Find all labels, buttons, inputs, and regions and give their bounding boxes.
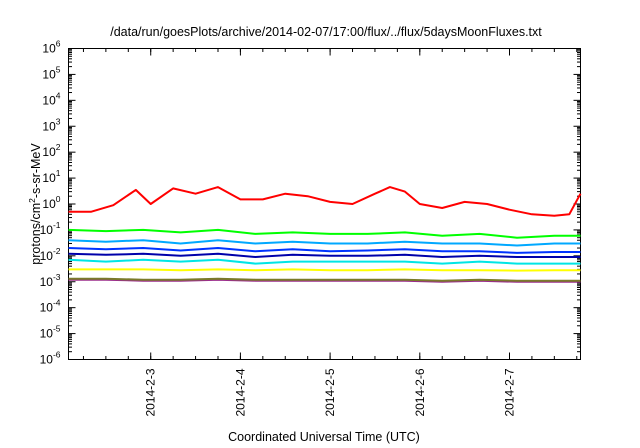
y-tick-base: 10: [42, 119, 56, 133]
y-tick-label: 106: [42, 39, 60, 56]
y-tick-base: 10: [40, 249, 54, 263]
series-line: [68, 239, 581, 247]
x-tick-label: 2014-2-3: [144, 368, 158, 416]
series-line: [68, 268, 581, 272]
y-tick-base: 10: [40, 327, 54, 341]
y-tick-exponent: 2: [56, 142, 61, 152]
y-tick-exponent: -3: [53, 272, 61, 282]
y-tick-label: 102: [42, 142, 60, 159]
y-tick-label: 105: [42, 64, 60, 81]
y-axis-label-prefix: protons/cm: [29, 203, 43, 265]
y-axis-label-suffix: -s-sr-MeV: [29, 143, 43, 199]
y-tick-base: 10: [40, 301, 54, 315]
y-tick-label: 103: [42, 116, 60, 133]
series-line: [68, 252, 581, 258]
x-tick-label: 2014-2-7: [502, 368, 516, 416]
y-tick-base: 10: [40, 275, 54, 289]
y-tick-label: 10-2: [40, 246, 61, 263]
y-tick-label: 10-3: [40, 272, 61, 289]
y-tick-base: 10: [42, 145, 56, 159]
y-tick-base: 10: [42, 197, 56, 211]
y-tick-label: 10-4: [40, 298, 61, 315]
x-axis: 2014-2-3 2014-2-4 2014-2-5 2014-2-6 2014-2-7: [82, 48, 578, 417]
plot-frame: [68, 48, 581, 360]
chart-title: /data/run/goesPlots/archive/2014-02-07/1…: [110, 25, 542, 39]
y-tick-exponent: 0: [56, 194, 61, 204]
y-tick-exponent: -2: [53, 246, 61, 256]
x-axis-label: Coordinated Universal Time (UTC): [228, 430, 420, 444]
series-line: [68, 186, 582, 217]
y-tick-exponent: 4: [56, 90, 61, 100]
series-line: [68, 277, 581, 282]
y-tick-base: 10: [42, 42, 56, 56]
y-tick-label: 104: [42, 90, 60, 107]
series-line: [68, 228, 581, 239]
y-tick-exponent: -4: [53, 298, 61, 308]
y-tick-label: 10-6: [40, 350, 61, 367]
y-tick-base: 10: [42, 67, 56, 81]
y-axis: 10-610-510-410-310-210-11001011021031041…: [40, 39, 581, 367]
x-tick-label: 2014-2-5: [323, 368, 337, 416]
y-tick-exponent: 6: [56, 39, 61, 49]
series-line: [68, 247, 581, 254]
x-tick-label: 2014-2-4: [233, 368, 247, 416]
y-tick-label: 10-1: [40, 220, 61, 237]
y-tick-base: 10: [42, 93, 56, 107]
series-group: [68, 186, 582, 283]
x-tick-label: 2014-2-6: [413, 368, 427, 416]
y-tick-exponent: -1: [53, 220, 61, 230]
y-axis-label-sup: 2: [27, 198, 37, 203]
y-tick-label: 100: [42, 194, 60, 211]
y-tick-exponent: 1: [56, 168, 61, 178]
y-axis-label: protons/cm2-s-sr-MeV: [27, 143, 43, 265]
y-tick-base: 10: [40, 223, 54, 237]
y-tick-exponent: -6: [53, 350, 61, 360]
y-tick-base: 10: [42, 171, 56, 185]
y-tick-label: 101: [42, 168, 60, 185]
series-line: [68, 258, 581, 265]
y-tick-exponent: 3: [56, 116, 61, 126]
y-tick-exponent: 5: [56, 64, 61, 74]
y-tick-label: 10-5: [40, 324, 61, 341]
y-tick-base: 10: [40, 353, 54, 367]
y-tick-exponent: -5: [53, 324, 61, 334]
